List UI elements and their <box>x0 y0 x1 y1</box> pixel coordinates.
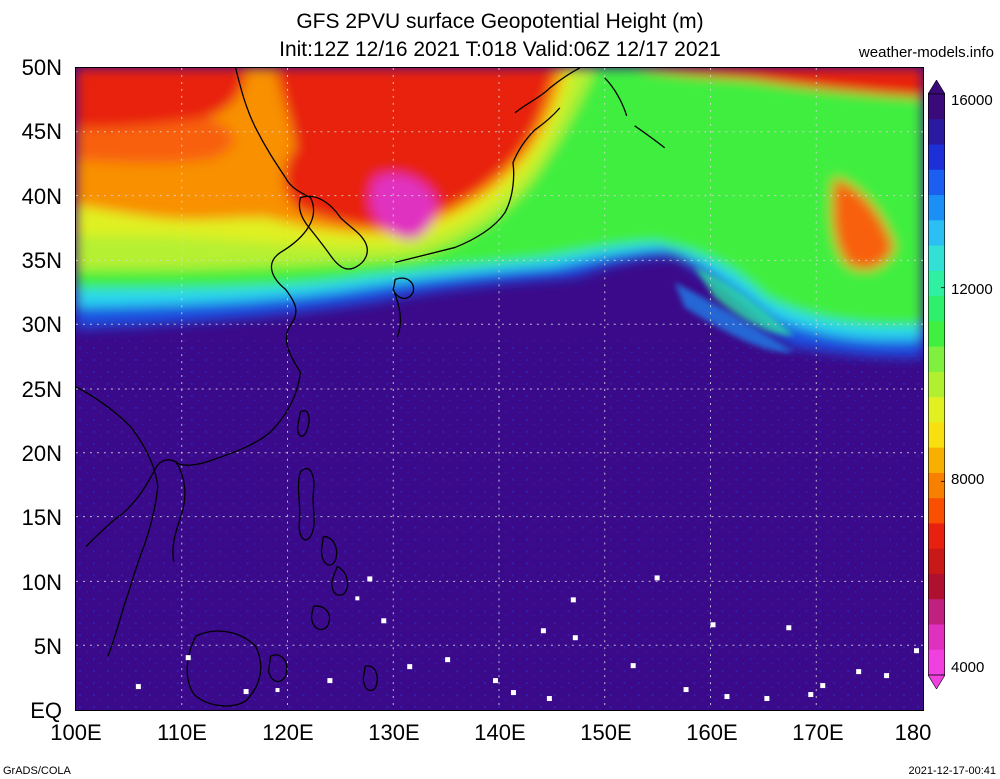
colorbar-segment <box>928 169 945 196</box>
colorbar-scale <box>928 80 945 689</box>
lon-label: 180 <box>894 720 932 745</box>
colorbar-segment <box>928 422 945 449</box>
colorbar-segment <box>928 144 945 171</box>
colorbar-segment <box>928 498 945 524</box>
colorbar-segment <box>928 447 945 474</box>
map-canvas <box>76 68 923 710</box>
lon-label: 150E <box>580 720 632 745</box>
colorbar-segment <box>928 649 945 676</box>
colorbar-segment <box>928 472 945 499</box>
lat-lon-grid <box>76 68 923 710</box>
footer-credit: GrADS/COLA <box>3 765 71 777</box>
colorbar-label: 16000 <box>951 92 993 109</box>
title-line-1: GFS 2PVU surface Geopotential Height (m) <box>296 10 704 33</box>
lat-label: 35N <box>21 248 62 273</box>
colorbar-min-arrow <box>928 674 945 689</box>
colorbar-label: 12000 <box>951 281 993 298</box>
colorbar-segment <box>928 346 945 373</box>
lon-label: 170E <box>792 720 844 745</box>
lat-label: 5N <box>33 634 62 659</box>
colorbar-segment <box>928 296 945 322</box>
lon-label: 130E <box>368 720 420 745</box>
title-line-2: Init:12Z 12/16 2021 T:018 Valid:06Z 12/1… <box>279 38 721 61</box>
colorbar-segment <box>928 119 945 146</box>
lat-label: 40N <box>21 184 62 209</box>
lat-label: 20N <box>21 441 62 466</box>
lon-label: 100E <box>50 720 102 745</box>
colorbar-segment <box>928 573 945 600</box>
lat-label: 15N <box>21 505 62 530</box>
lat-label: 50N <box>21 55 62 80</box>
coastlines <box>76 68 666 707</box>
lon-label: 120E <box>262 720 314 745</box>
colorbar-segment <box>928 397 945 423</box>
lat-label: 45N <box>21 119 62 144</box>
colorbar-segment <box>928 195 945 221</box>
colorbar-segment <box>928 624 945 651</box>
colorbar-segment <box>928 94 945 120</box>
lat-label: 25N <box>21 377 62 402</box>
colorbar-label: 4000 <box>951 659 985 676</box>
colorbar-segment <box>928 371 945 398</box>
footer-timestamp: 2021-12-17-00:41 <box>908 765 996 777</box>
colorbar-segment <box>928 599 945 625</box>
colorbar-segment <box>928 548 945 575</box>
colorbar-max-arrow <box>928 80 945 95</box>
lon-label: 160E <box>686 720 738 745</box>
upper-trough-red <box>275 68 555 228</box>
geopotential-map <box>75 67 924 711</box>
colorbar <box>928 80 945 689</box>
island-markers <box>135 575 920 702</box>
colorbar-segment <box>928 523 945 550</box>
colorbar-label: 8000 <box>951 471 985 488</box>
lat-label: EQ <box>30 698 62 723</box>
lon-label: 140E <box>474 720 526 745</box>
lat-label: 10N <box>21 570 62 595</box>
colorbar-segment <box>928 270 945 297</box>
colorbar-segment <box>928 245 945 272</box>
brand-label: weather-models.info <box>858 44 994 61</box>
colorbar-segment <box>928 321 945 348</box>
colorbar-frame <box>928 93 945 676</box>
lat-label: 30N <box>21 312 62 337</box>
map-title: GFS 2PVU surface Geopotential Height (m)… <box>170 8 830 64</box>
lon-label: 110E <box>157 720 207 745</box>
trough-core-magenta <box>370 173 437 240</box>
colorbar-segment <box>928 220 945 247</box>
